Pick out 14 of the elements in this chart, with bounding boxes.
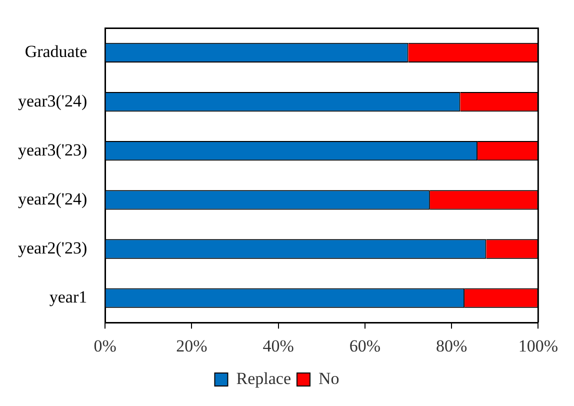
y-tick-label: year3('24) — [18, 91, 88, 110]
x-tick-label: 40% — [262, 336, 294, 356]
y-tick-label: year3('23) — [18, 140, 88, 160]
y-tick-label: year1 — [49, 288, 88, 307]
y-tick-label: year2('23) — [18, 238, 88, 258]
x-tick-label: 20% — [176, 336, 208, 356]
x-tick-label: 80% — [436, 336, 468, 356]
legend-label: No — [318, 368, 340, 388]
y-tick-label: Graduate — [24, 42, 88, 62]
x-tick-label: 100% — [518, 336, 558, 356]
legend-label: Replace — [236, 368, 291, 388]
x-tick-label: 0% — [94, 336, 116, 356]
x-tick-label: 60% — [349, 336, 381, 356]
y-tick-label: year2('24) — [18, 189, 88, 208]
